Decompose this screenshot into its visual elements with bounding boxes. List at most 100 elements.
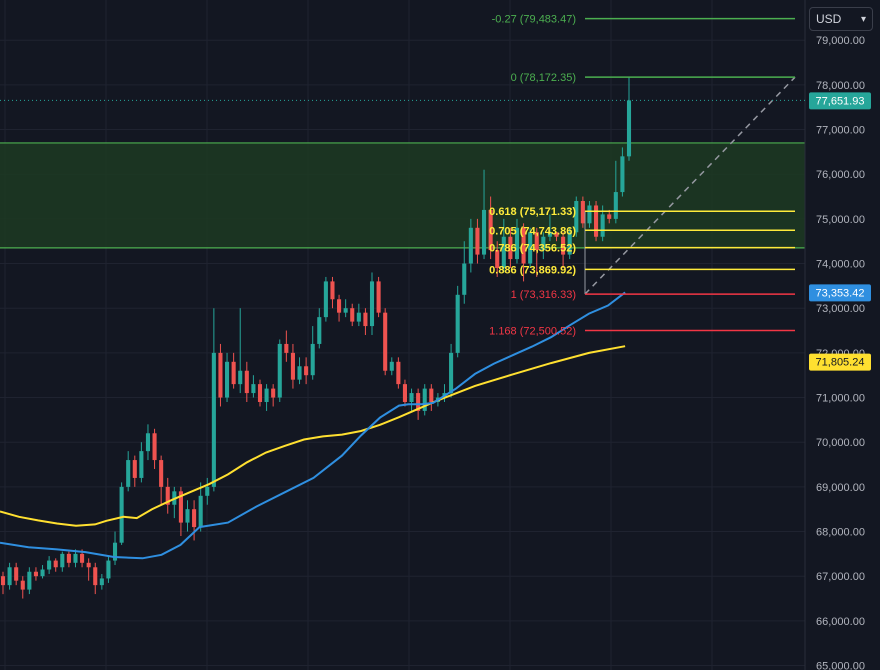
price-tick-label: 65,000.00: [816, 661, 865, 670]
candle: [159, 455, 164, 505]
candle: [244, 361, 249, 402]
candle: [541, 232, 546, 260]
candle: [264, 384, 269, 411]
fibonacci-retracement[interactable]: -0.27 (79,483.47) 0 (78,172.35) 0.618 (75,…: [489, 14, 796, 338]
candle-body: [508, 236, 513, 260]
candle: [389, 357, 394, 376]
candle-body: [132, 460, 137, 478]
price-tick-label: 70,000.00: [816, 437, 865, 449]
candle: [47, 556, 52, 574]
candle: [528, 227, 533, 268]
candle-body: [528, 232, 533, 264]
price-tick-label: 68,000.00: [816, 527, 865, 539]
candle-body: [14, 567, 19, 581]
candle: [356, 303, 361, 327]
candle: [165, 477, 170, 514]
candle-body: [264, 388, 269, 402]
candle-body: [106, 560, 111, 579]
candle-body: [481, 209, 487, 255]
candle: [86, 558, 91, 581]
candle: [369, 272, 375, 335]
candle-body: [356, 312, 361, 322]
candle-body: [185, 509, 190, 523]
ema-price-label-bg: [809, 284, 871, 302]
candle-body: [567, 232, 572, 255]
candle: [211, 308, 216, 492]
candle-body: [119, 486, 124, 543]
candle-body: [495, 250, 500, 268]
candle-body: [488, 209, 493, 251]
current-price-label: 77,651.93: [816, 95, 865, 107]
candle-body: [369, 281, 375, 327]
candle-body: [257, 384, 263, 402]
candle: [218, 343, 223, 407]
candle: [429, 384, 434, 411]
candle-body: [33, 571, 38, 577]
candle: [350, 303, 355, 327]
candle: [66, 551, 71, 568]
candle-body: [310, 343, 315, 376]
candle: [0, 571, 6, 595]
candle: [132, 455, 137, 487]
ema-price-label: 73,353.42: [816, 287, 865, 299]
candle: [574, 196, 579, 237]
candle-body: [178, 491, 183, 523]
candle-body: [613, 192, 618, 219]
candle-body: [284, 343, 289, 353]
candle: [93, 562, 98, 595]
candle: [238, 308, 243, 394]
candle-body: [231, 361, 236, 385]
candle-body: [251, 384, 256, 394]
currency-select[interactable]: USD ▾: [809, 7, 873, 31]
price-tick-label: 66,000.00: [816, 616, 865, 628]
candle-body: [416, 393, 421, 411]
candle: [337, 294, 342, 322]
candle: [626, 77, 632, 161]
candle-body: [40, 569, 45, 577]
fib-level-label: 1.168 (72,500.52): [489, 326, 576, 338]
candle-body: [297, 366, 302, 380]
candle: [508, 227, 513, 268]
moving-average-line: [0, 345, 626, 527]
candle: [73, 549, 78, 568]
price-tick-label: 69,000.00: [816, 482, 865, 494]
candle-body: [455, 294, 460, 353]
candle-body: [409, 393, 414, 402]
candle: [231, 352, 236, 389]
candle-body: [80, 553, 85, 563]
candle-body: [574, 201, 579, 233]
candle: [251, 375, 256, 398]
candle: [145, 424, 151, 461]
candle-body: [218, 352, 223, 398]
candle: [106, 556, 111, 583]
candle: [330, 276, 335, 309]
moving-average-line: [0, 291, 626, 560]
candle: [297, 357, 302, 385]
candle: [376, 276, 381, 318]
candle: [99, 573, 104, 590]
candle-body: [86, 562, 91, 568]
candle-body: [0, 576, 6, 586]
candle-body: [594, 205, 599, 237]
candle: [185, 500, 190, 532]
candle: [284, 330, 289, 362]
candle: [607, 209, 612, 224]
candle: [7, 562, 12, 590]
candle-body: [475, 227, 480, 255]
candle-body: [53, 560, 58, 568]
candle: [323, 276, 328, 322]
candle-body: [402, 384, 408, 402]
price-tick-label: 74,000.00: [816, 259, 865, 271]
candle-body: [211, 352, 216, 487]
candle-body: [587, 205, 592, 224]
candle: [27, 567, 32, 595]
candle-body: [468, 227, 473, 264]
candle: [514, 218, 520, 264]
candle-body: [126, 460, 131, 487]
candle-body: [7, 567, 12, 586]
candle-body: [429, 388, 434, 402]
candle-body: [541, 236, 546, 251]
price-tick-label: 79,000.00: [816, 35, 865, 47]
